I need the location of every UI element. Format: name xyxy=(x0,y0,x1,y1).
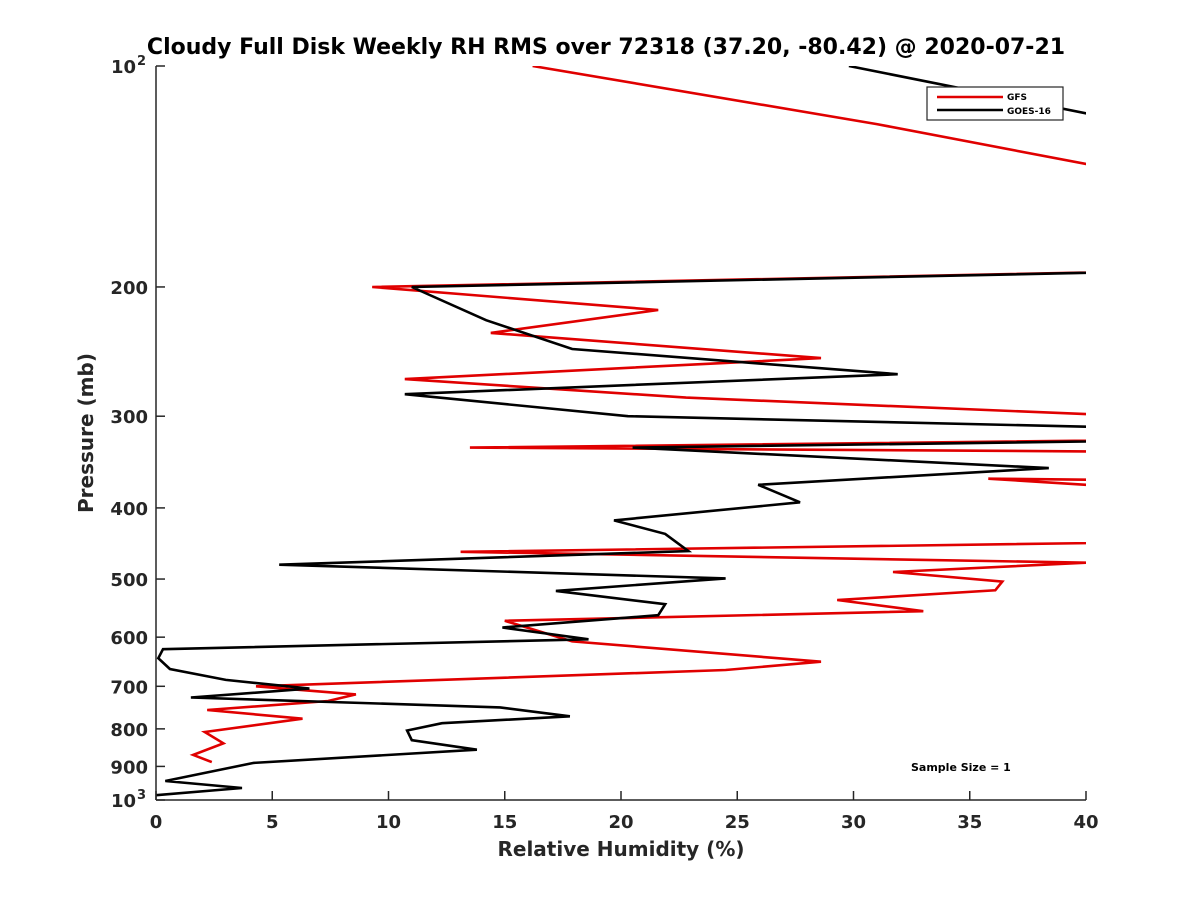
sample-size-annotation: Sample Size = 1 xyxy=(911,761,1011,774)
x-tick-label: 25 xyxy=(725,812,750,833)
x-tick-label: 20 xyxy=(608,812,633,833)
x-tick-label: 40 xyxy=(1073,812,1098,833)
y-tick-label: 10 xyxy=(111,57,136,78)
y-tick-label: 500 xyxy=(110,570,148,591)
x-axis-label: Relative Humidity (%) xyxy=(497,837,744,861)
series-line-goes16 xyxy=(156,66,1086,797)
x-tick-label: 35 xyxy=(957,812,982,833)
x-tick-label: 5 xyxy=(266,812,279,833)
x-tick-label: 0 xyxy=(150,812,163,833)
y-tick-label-exponent: 3 xyxy=(137,788,146,803)
x-ticks: 0 5 10 15 20 25 30 35 40 xyxy=(150,791,1099,833)
series-layer xyxy=(156,66,1086,797)
y-tick-label: 400 xyxy=(110,499,148,520)
y-tick-label: 200 xyxy=(110,278,148,299)
y-axis-label: Pressure (mb) xyxy=(74,353,98,513)
y-tick-label: 600 xyxy=(110,628,148,649)
y-tick-label: 900 xyxy=(110,757,148,778)
series-line-gfs xyxy=(189,66,1086,764)
y-tick-label: 300 xyxy=(110,407,148,428)
x-tick-label: 10 xyxy=(376,812,401,833)
x-tick-label: 15 xyxy=(492,812,517,833)
y-tick-label: 800 xyxy=(110,720,148,741)
legend: GFS GOES-16 xyxy=(926,86,1064,121)
y-tick-label-exponent: 2 xyxy=(137,54,146,69)
chart-title: Cloudy Full Disk Weekly RH RMS over 7231… xyxy=(147,35,1065,60)
y-tick-label: 10 xyxy=(111,791,136,812)
legend-label-goes16: GOES-16 xyxy=(1007,107,1051,117)
legend-label-gfs: GFS xyxy=(1007,93,1027,103)
y-tick-label: 700 xyxy=(110,677,148,698)
x-tick-label: 30 xyxy=(841,812,866,833)
legend-box xyxy=(926,86,1064,121)
